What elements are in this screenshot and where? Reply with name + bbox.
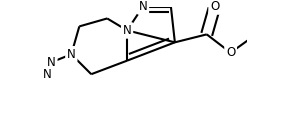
Text: O: O	[210, 0, 219, 13]
Text: N: N	[47, 56, 56, 69]
Text: O: O	[226, 46, 235, 59]
Text: N: N	[123, 24, 131, 37]
Text: N: N	[67, 48, 76, 61]
Text: N: N	[43, 68, 52, 81]
Text: N: N	[139, 0, 147, 13]
